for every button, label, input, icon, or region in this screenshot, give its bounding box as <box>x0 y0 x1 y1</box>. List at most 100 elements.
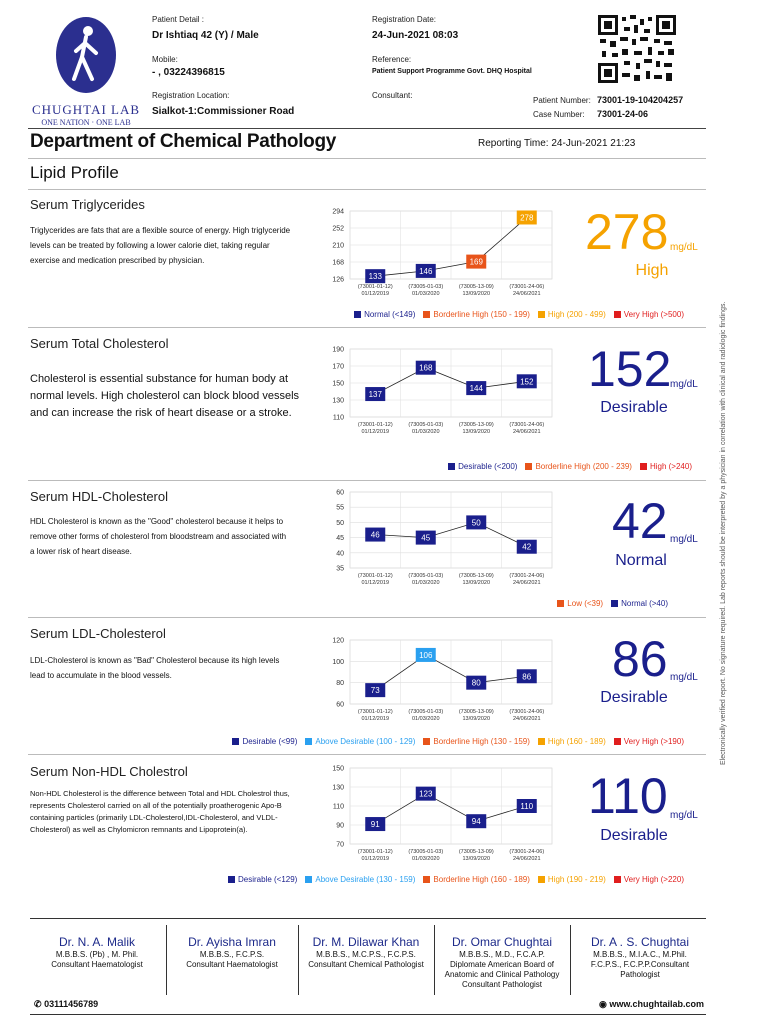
legend-item: High (160 - 189) <box>537 737 606 746</box>
y-tick-label: 80 <box>336 680 344 687</box>
patient-detail-label: Patient Detail : <box>152 15 205 24</box>
section-title-total-cholesterol: Serum Total Cholesterol <box>30 336 169 351</box>
legend-item: Normal (>40) <box>611 599 668 608</box>
x-tick-label: (73005-01-03) <box>408 422 443 428</box>
x-tick-label: 01/12/2019 <box>361 291 389 297</box>
lab-tagline: ONE NATION · ONE LAB <box>41 118 131 127</box>
y-tick-label: 35 <box>336 566 344 573</box>
data-point <box>516 374 537 389</box>
doctor-name: Dr. M. Dilawar Khan <box>312 935 420 949</box>
data-point <box>415 530 436 545</box>
y-tick-label: 168 <box>332 260 344 267</box>
x-tick-label: (73005-13-09) <box>459 573 494 579</box>
result-status-hdl: Normal <box>615 552 667 569</box>
result-status-total-cholesterol: Desirable <box>600 399 668 416</box>
data-label: 94 <box>472 817 481 826</box>
data-label: 110 <box>520 802 533 811</box>
data-point <box>415 786 436 801</box>
x-tick-label: (73005-01-03) <box>408 849 443 855</box>
x-tick-label: (73001-24-06) <box>509 849 544 855</box>
lab-logo: CHUGHTAI LAB ONE NATION · ONE LAB <box>30 15 142 127</box>
legend-label: Normal (>40) <box>621 599 668 608</box>
x-tick-label: (73005-13-09) <box>459 709 494 715</box>
legend-swatch <box>232 738 240 745</box>
footer-bottom-line <box>30 1014 706 1015</box>
section-divider-1 <box>28 327 706 328</box>
section-title-hdl: Serum HDL-Cholesterol <box>30 489 168 504</box>
legend-swatch <box>305 876 313 883</box>
phone: ✆ 03111456789 <box>34 999 98 1010</box>
legend-swatch <box>227 876 235 883</box>
chart-hdl: 35 40 45 50 55 60 46 45 50 42 (73001-01-12)01/12/2… <box>336 490 553 586</box>
result-unit-total-cholesterol: mg/dL <box>670 379 698 390</box>
x-tick-label: 01/12/2019 <box>361 856 389 862</box>
series-line <box>375 217 528 277</box>
doctor-name: Dr. N. A. Malik <box>58 935 135 949</box>
reference-value: Patient Support Programme Govt. DHQ Hosp… <box>372 68 532 75</box>
data-point <box>466 381 487 396</box>
data-label: 73 <box>371 686 380 695</box>
x-tick-label: (73005-01-03) <box>408 573 443 579</box>
website[interactable]: ◉ www.chughtailab.com <box>599 999 704 1010</box>
legend-label: Borderline High (130 - 159) <box>433 737 530 746</box>
x-tick-label: (73005-13-09) <box>459 849 494 855</box>
chart-non-hdl: 70 90 110 130 150 91 123 94 110 (73001-01-12)01/1… <box>332 766 553 862</box>
patient-number: 73001-19-104204257 <box>597 95 684 105</box>
website-url[interactable]: www.chughtailab.com <box>609 999 704 1009</box>
legend-swatch <box>613 311 621 318</box>
data-label: 106 <box>419 651 433 660</box>
section-divider-4 <box>28 754 706 755</box>
y-tick-label: 130 <box>332 398 344 405</box>
legend-swatch <box>639 463 647 470</box>
x-tick-label: (73005-13-09) <box>459 422 494 428</box>
x-tick-label: 01/12/2019 <box>361 716 389 722</box>
reference-label: Reference: <box>372 55 412 64</box>
y-tick-label: 45 <box>336 535 344 542</box>
legend-label: High (>240) <box>649 462 692 471</box>
case-number-label: Case Number: <box>533 110 585 119</box>
data-label: 91 <box>371 820 380 829</box>
data-label: 42 <box>522 543 531 552</box>
legend-item: Low (<39) <box>557 599 603 608</box>
legend-swatch <box>354 311 362 318</box>
y-tick-label: 252 <box>332 226 344 233</box>
series-line <box>375 367 527 395</box>
doctor-name: Dr. A . S. Chughtai <box>590 935 690 949</box>
x-tick-label: (73001-24-06) <box>509 422 544 428</box>
result-unit-hdl: mg/dL <box>670 534 698 545</box>
patient-detail: Dr Ishtiaq 42 (Y) / Male <box>152 30 259 41</box>
lab-name: CHUGHTAI LAB <box>31 102 141 117</box>
result-status-triglycerides: High <box>635 262 669 279</box>
phone-icon: ✆ <box>34 999 42 1009</box>
y-tick-label: 55 <box>336 505 344 512</box>
x-tick-label: (73001-01-12) <box>358 709 393 715</box>
legend-item: High (200 - 499) <box>537 310 606 319</box>
series-line <box>375 521 527 548</box>
doctor-card: Dr. M. Dilawar Khan M.B.B.S., M.C.P.S., … <box>300 934 432 970</box>
reporting-time: Reporting Time: 24-Jun-2021 21:23 <box>478 138 635 149</box>
x-tick-label: 01/12/2019 <box>361 580 389 586</box>
patient-number-label: Patient Number: <box>533 96 591 105</box>
reporting-time-label: Reporting Time: <box>478 138 549 149</box>
x-tick-label: 01/12/2019 <box>361 429 389 435</box>
data-point <box>365 683 386 698</box>
section-divider-2 <box>28 480 706 481</box>
title-divider <box>28 158 706 159</box>
profile-divider <box>28 189 706 190</box>
registration-location: Sialkot-1:Commissioner Road <box>152 106 295 117</box>
x-tick-label: (73001-01-12) <box>358 284 393 290</box>
y-tick-label: 70 <box>336 842 344 849</box>
y-tick-label: 126 <box>332 277 344 284</box>
legend-item: Desirable (<129) <box>227 875 297 884</box>
section-title-triglycerides: Serum Triglycerides <box>30 197 145 212</box>
x-tick-label: (73001-24-06) <box>509 573 544 579</box>
registration-location-label: Registration Location: <box>152 91 230 100</box>
legend-hdl: Low (<39) Normal (>40) <box>549 599 668 608</box>
section-description-total-cholesterol: Cholesterol is essential substance for h… <box>30 373 300 419</box>
consultant-label: Consultant: <box>372 91 413 100</box>
y-tick-label: 190 <box>332 347 344 354</box>
x-tick-label: 24/06/2021 <box>513 429 541 435</box>
x-tick-label: (73005-13-09) <box>459 284 494 290</box>
legend-item: Very High (>500) <box>613 310 684 319</box>
data-point <box>516 539 537 554</box>
